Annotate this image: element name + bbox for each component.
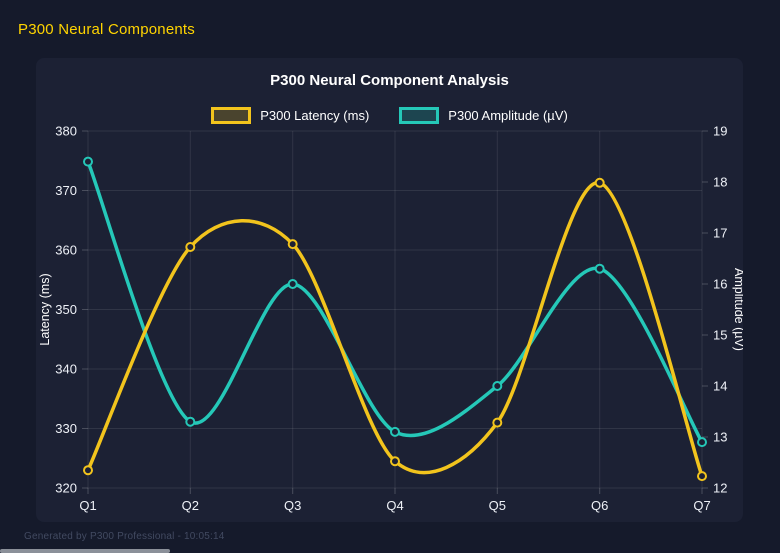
left-axis-tick-label: 320 [55, 481, 77, 496]
legend-item-latency[interactable]: P300 Latency (ms) [211, 106, 370, 124]
left-axis-tick-label: 350 [55, 302, 77, 317]
page-title: P300 Neural Components [18, 21, 196, 38]
latency-data-point [185, 242, 196, 252]
amplitude-data-point [594, 263, 605, 274]
amplitude-data-point [390, 426, 400, 437]
chart-panel: P300 Neural Component Analysis P300 Late… [36, 58, 743, 522]
legend-label-amplitude: P300 Amplitude (µV) [448, 107, 568, 123]
left-axis-tick-label: 340 [55, 362, 77, 377]
latency-data-point [697, 471, 707, 482]
left-axis-title: Latency (ms) [38, 273, 52, 345]
x-axis-category-label: Q1 [79, 498, 96, 513]
amplitude-data-point [492, 381, 503, 391]
right-axis-tick-label: 14 [713, 379, 727, 394]
amplitude-data-point [83, 156, 93, 167]
right-axis-title: Amplitude (µV) [732, 268, 743, 351]
right-axis-tick-label: 13 [713, 430, 727, 445]
horizontal-scrollbar-track[interactable] [0, 548, 780, 553]
legend-item-amplitude[interactable]: P300 Amplitude (µV) [399, 106, 568, 124]
latency-data-point [390, 456, 400, 467]
amplitude-data-point [287, 279, 298, 289]
right-axis-tick-label: 19 [713, 124, 727, 139]
latency-data-point [492, 417, 503, 428]
horizontal-scrollbar-thumb[interactable] [0, 549, 170, 553]
x-axis-category-label: Q4 [386, 498, 403, 513]
series-latency [83, 177, 707, 482]
x-axis-category-label: Q5 [489, 498, 506, 513]
latency-legend-swatch-icon [211, 106, 252, 124]
amplitude-legend-swatch-icon [399, 106, 440, 124]
axis-ticks [82, 130, 708, 494]
axis-tick-labels: 380 370 360 350 340 330 320 19 18 17 16 15 14 13 12 Q1 Q… [55, 124, 727, 514]
right-axis-tick-label: 17 [713, 226, 727, 241]
chart-title: P300 Neural Component Analysis [270, 72, 509, 89]
x-axis-category-label: Q3 [284, 498, 301, 513]
line-chart-plot-area: 380 370 360 350 340 330 320 19 18 17 16 15 14 13 12 Q1 Q… [38, 124, 743, 514]
legend-label-latency: P300 Latency (ms) [260, 107, 370, 123]
right-axis-tick-label: 12 [713, 481, 727, 496]
left-axis-tick-label: 370 [55, 183, 77, 198]
left-axis-tick-label: 330 [55, 421, 77, 436]
x-axis-category-label: Q6 [591, 498, 608, 513]
amplitude-data-point [697, 437, 707, 448]
latency-data-point [287, 239, 298, 250]
chart-legend: P300 Latency (ms) P300 Amplitude (µV) [36, 106, 743, 124]
latency-data-point [83, 465, 93, 476]
x-axis-category-label: Q2 [182, 498, 199, 513]
right-axis-tick-label: 18 [713, 175, 727, 190]
footer-status-text: Generated by P300 Professional - 10:05:1… [24, 531, 225, 542]
latency-data-point [594, 177, 605, 188]
right-axis-tick-label: 15 [713, 328, 727, 343]
right-axis-tick-label: 16 [713, 277, 727, 292]
amplitude-data-point [185, 416, 196, 427]
left-axis-tick-label: 360 [55, 243, 77, 258]
x-axis-category-label: Q7 [693, 498, 710, 513]
left-axis-tick-label: 380 [55, 124, 77, 139]
series-amplitude [83, 156, 707, 448]
